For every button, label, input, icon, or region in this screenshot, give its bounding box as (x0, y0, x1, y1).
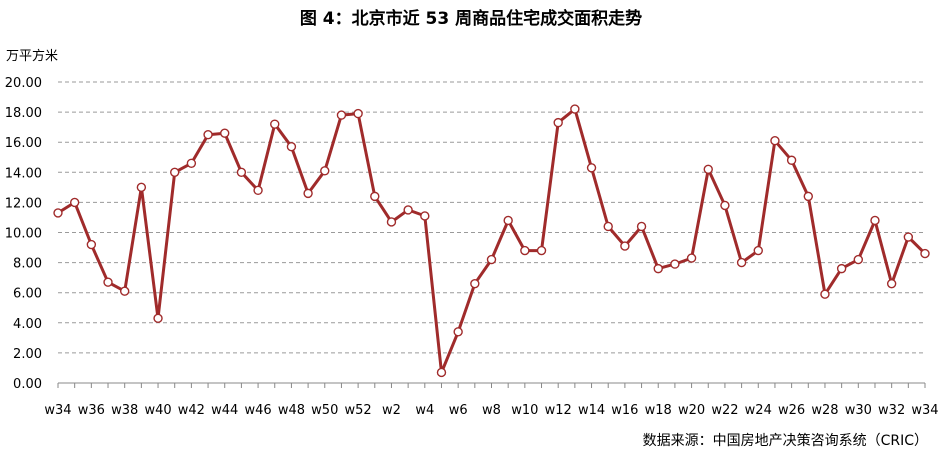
series-line (57, 107, 927, 374)
data-point (686, 253, 697, 263)
y-tick-label: 0.00 (13, 377, 42, 392)
data-point (653, 263, 663, 274)
y-tick-label: 12.00 (5, 196, 42, 211)
data-point (786, 155, 797, 165)
data-point (870, 215, 880, 226)
data-point (470, 278, 480, 289)
y-tick-label: 20.00 (5, 76, 42, 91)
data-point (836, 263, 847, 274)
data-point (553, 117, 563, 128)
x-tick-label: w24 (745, 403, 772, 418)
chart-title: 图 4：北京市近 53 周商品住宅成交面积走势 (299, 9, 643, 29)
data-point (403, 205, 413, 215)
data-point (503, 215, 513, 226)
data-point (520, 245, 530, 256)
data-point (903, 232, 914, 242)
data-point (420, 211, 430, 221)
x-tick-label: w14 (578, 403, 605, 418)
x-tick-label: w52 (345, 403, 372, 418)
data-point (803, 191, 813, 202)
x-tick-label: w6 (449, 403, 468, 418)
x-tick-label: w20 (678, 403, 705, 418)
data-point (286, 142, 297, 152)
data-point (386, 217, 397, 227)
data-point (636, 221, 647, 232)
data-point (853, 254, 864, 265)
data-point (119, 286, 130, 296)
x-tick-label: w38 (111, 403, 138, 418)
data-point (336, 110, 347, 120)
data-point (320, 166, 330, 176)
data-point (53, 208, 63, 218)
data-point (103, 277, 113, 287)
x-tick-label: w40 (144, 403, 171, 418)
data-point (736, 257, 747, 268)
x-tick-label: w30 (845, 403, 872, 418)
x-tick-label: w4 (415, 403, 434, 418)
data-point (603, 221, 613, 232)
data-point (170, 167, 180, 178)
x-tick-label: w50 (311, 403, 338, 418)
data-point (620, 241, 630, 251)
y-tick-label: 16.00 (5, 136, 42, 151)
x-tick-label: w48 (278, 403, 305, 418)
axes: 0.00 2.00 4.00 6.00 8.00 10.00 12.00 14.00 16.00… (5, 76, 939, 418)
data-point (220, 128, 230, 138)
y-tick-label: 2.00 (13, 347, 42, 362)
y-tick-label: 18.00 (5, 106, 42, 121)
gridlines (58, 81, 925, 354)
data-point (920, 248, 930, 259)
x-tick-label: w10 (511, 403, 538, 418)
x-tick-label: w22 (711, 403, 738, 418)
data-point (303, 188, 313, 199)
series-layer (53, 104, 930, 378)
x-tick-label: w18 (645, 403, 672, 418)
x-tick-label: w16 (611, 403, 638, 418)
x-tick-label: w26 (778, 403, 805, 418)
data-point (153, 313, 163, 323)
y-tick-label: 8.00 (13, 257, 42, 272)
x-tick-label: w32 (878, 403, 905, 418)
y-tick-label: 14.00 (5, 166, 42, 181)
data-point (86, 239, 97, 250)
data-point (253, 185, 263, 196)
data-point (536, 245, 547, 256)
data-point (353, 108, 363, 119)
data-point (69, 197, 80, 208)
data-point (886, 278, 897, 289)
data-point (820, 289, 830, 299)
x-tick-label: w46 (244, 403, 271, 418)
data-point (270, 119, 280, 129)
x-tick-label: w36 (78, 403, 105, 418)
data-point (770, 135, 780, 146)
x-tick-label: w8 (482, 403, 501, 418)
y-tick-label: 4.00 (13, 317, 42, 332)
data-point (186, 158, 197, 168)
x-tick-label: w12 (545, 403, 572, 418)
x-tick-label: w34 (44, 403, 71, 418)
data-point (236, 167, 247, 178)
data-point (753, 245, 763, 256)
x-tick-label: w2 (382, 403, 401, 418)
data-point (670, 259, 680, 269)
data-point (453, 327, 463, 337)
data-point (436, 367, 447, 378)
y-tick-label: 6.00 (13, 287, 42, 302)
data-point (370, 191, 380, 202)
x-tick-label: w42 (178, 403, 205, 418)
y-tick-label: 10.00 (5, 227, 42, 242)
data-point (586, 163, 597, 173)
data-point (486, 254, 497, 265)
data-point (136, 182, 147, 193)
data-point (720, 200, 730, 211)
data-point (203, 129, 213, 140)
data-point (570, 104, 580, 114)
x-tick-label: w28 (811, 403, 838, 418)
source-note: 数据来源：中国房地产决策咨询系统（CRIC） (642, 433, 928, 449)
y-axis-unit-label: 万平方米 (6, 49, 59, 64)
data-point (703, 164, 713, 174)
x-tick-label: w44 (211, 403, 238, 418)
x-tick-label: w34 (911, 403, 938, 418)
